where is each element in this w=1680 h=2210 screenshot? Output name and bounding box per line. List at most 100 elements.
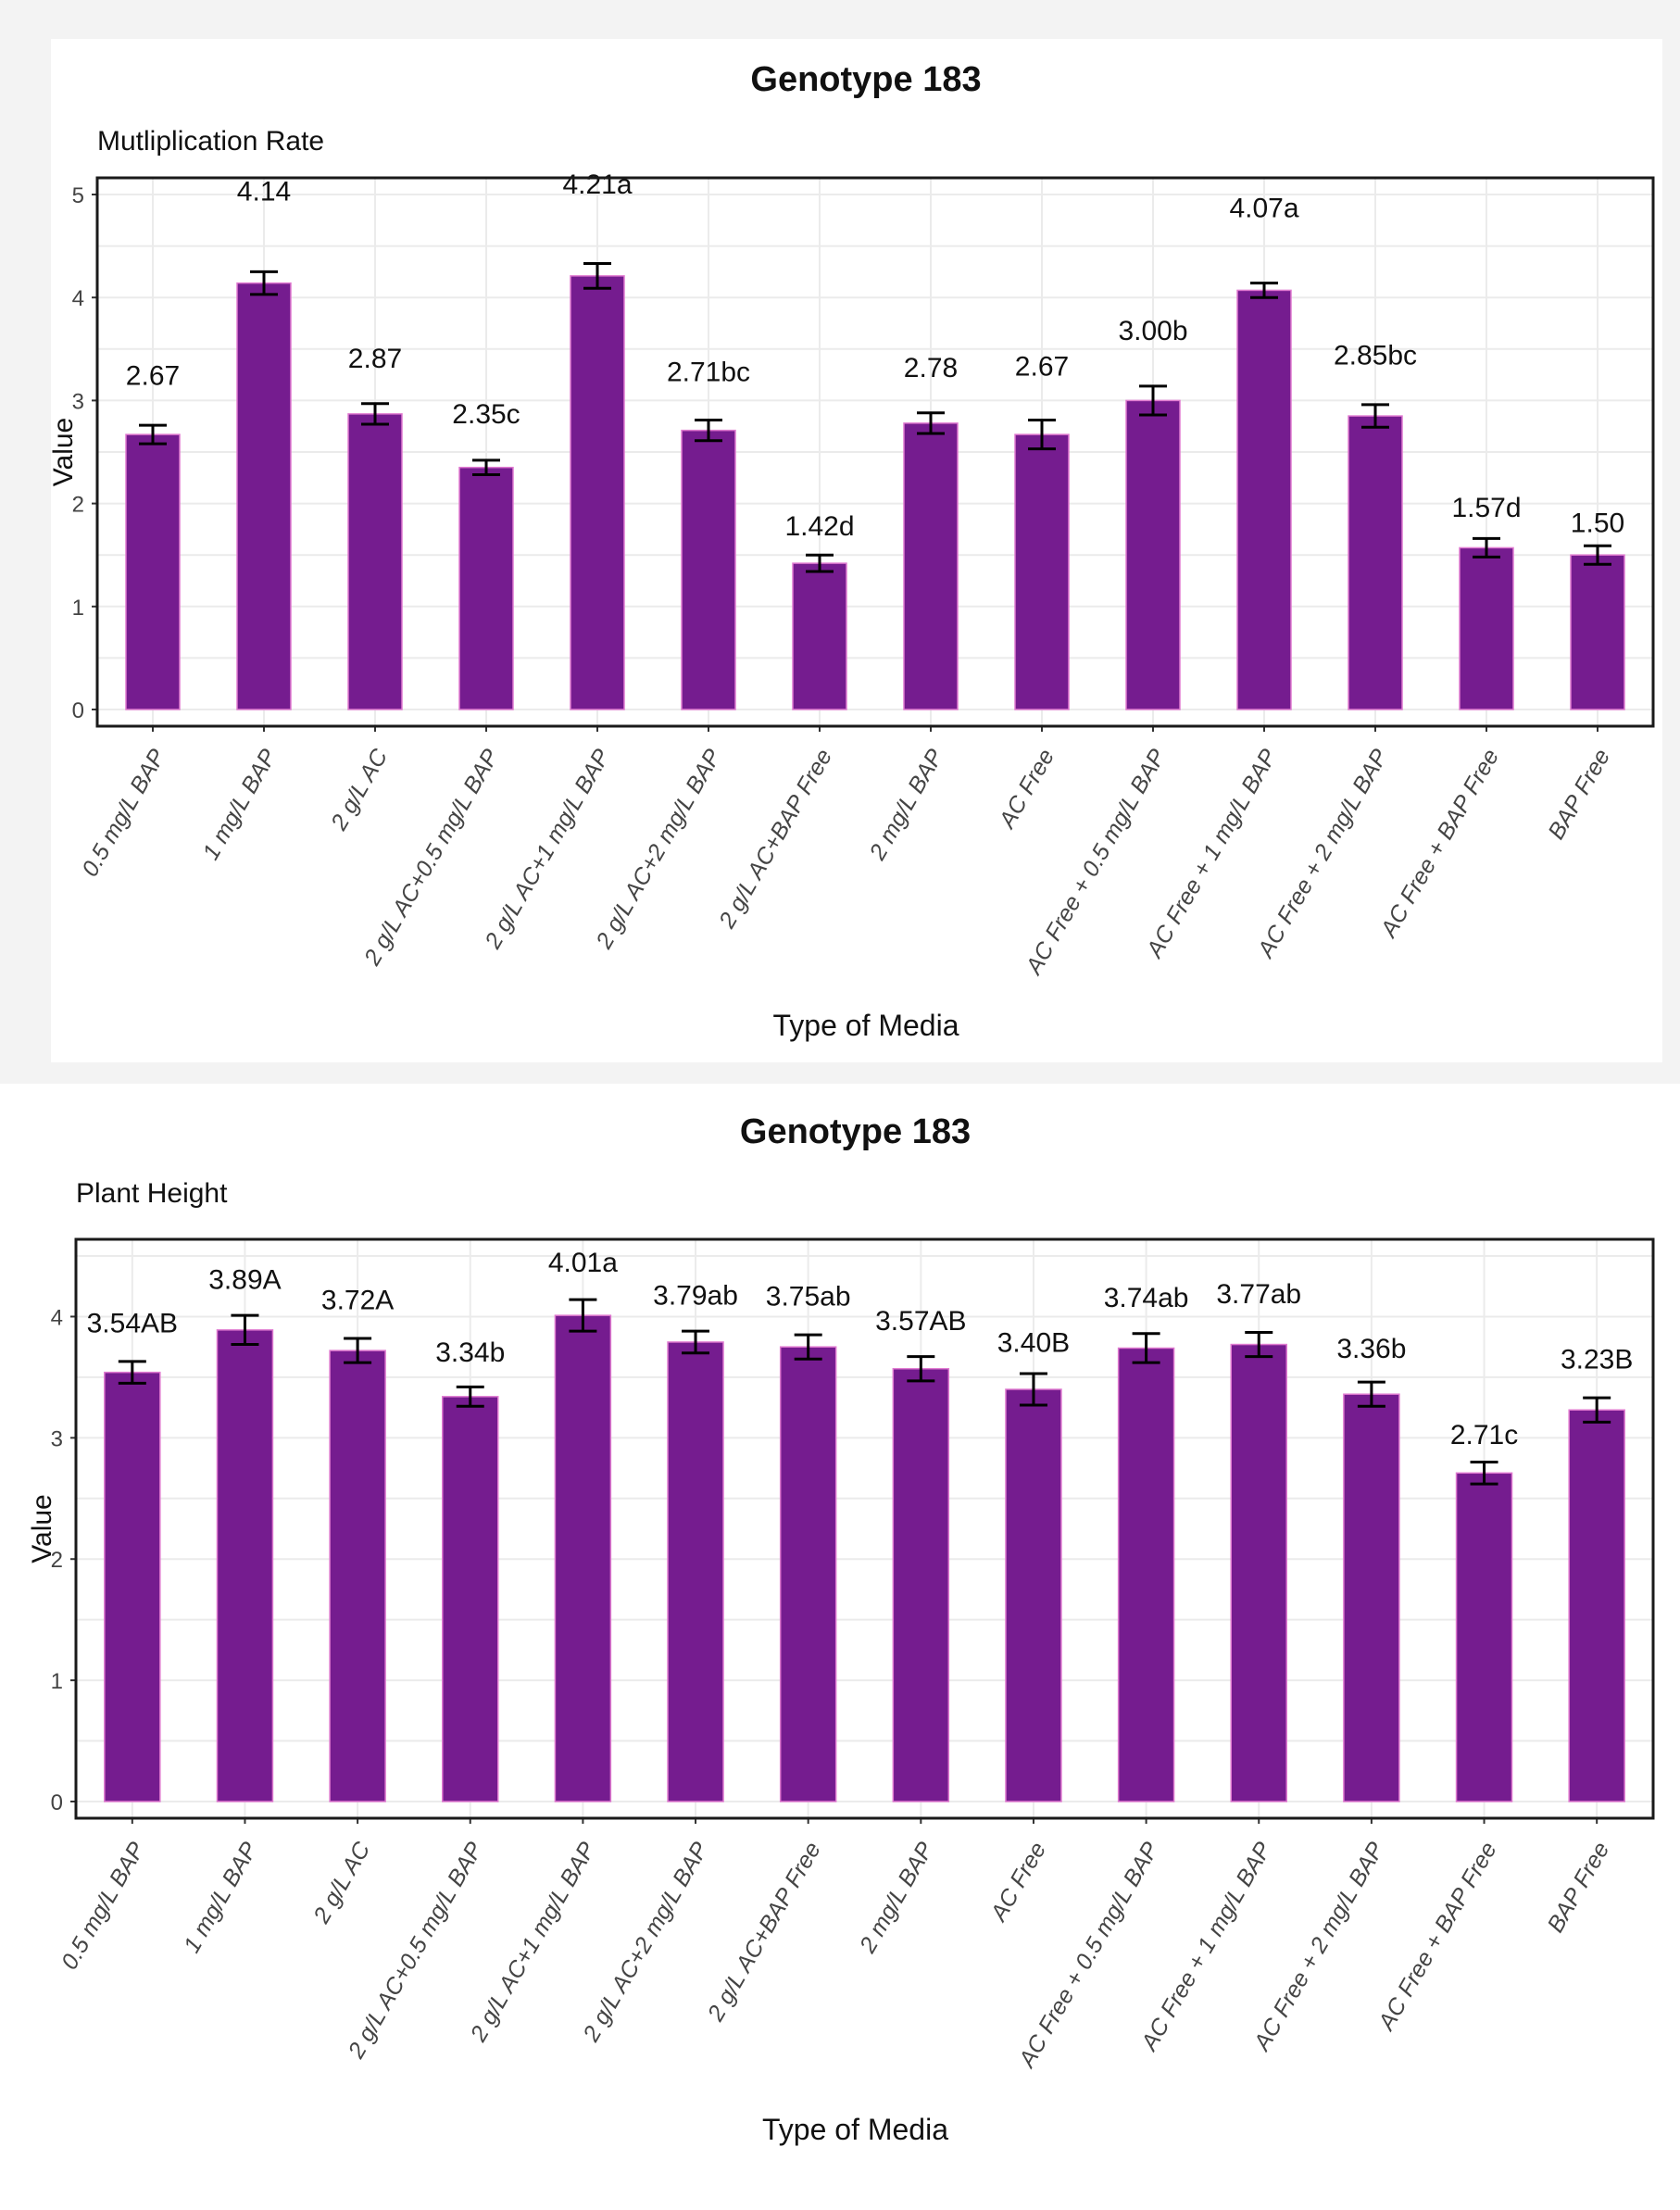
data-label: 2.67 <box>1015 352 1069 383</box>
bar <box>667 1341 724 1802</box>
y-tick-label: 1 <box>51 1669 63 1694</box>
error-bars <box>139 262 1611 573</box>
plot-frame <box>95 176 1655 728</box>
x-tick-label: AC Free + 1 mg/L BAP <box>1135 1838 1277 2056</box>
x-tick-label: AC Free + BAP Free <box>1374 745 1504 943</box>
bar <box>1236 289 1292 710</box>
y-axis-ticks: 0 1 2 3 4 5 <box>72 183 97 723</box>
x-tick-label: AC Free + 2 mg/L BAP <box>1252 745 1394 963</box>
data-label: 4.21a <box>562 170 632 200</box>
bar <box>903 422 959 710</box>
data-label: 4.07a <box>1229 193 1298 223</box>
bar <box>236 282 292 710</box>
y-tick-label: 4 <box>51 1305 63 1330</box>
x-tick-label: AC Free <box>984 1838 1051 1927</box>
data-label: 4.01a <box>548 1248 618 1278</box>
y-tick-label: 1 <box>72 596 84 621</box>
data-label: 1.57d <box>1451 493 1521 523</box>
y-tick-label: 0 <box>51 1790 63 1815</box>
x-tick-label: 2 g/L AC+1 mg/L BAP <box>480 745 616 954</box>
error-bars <box>118 1298 1611 1486</box>
bar <box>570 275 625 710</box>
y-tick-label: 2 <box>51 1548 63 1573</box>
plant-height-chart: 3.54AB 3.89A 3.72A 3.34b 4.01a 3.79ab 3.75ab 3.… <box>27 1112 1655 2146</box>
x-tick-label: 0.5 mg/L BAP <box>77 745 170 881</box>
bar <box>125 433 181 710</box>
x-tick-label: 2 g/L AC+BAP Free <box>702 1838 826 2027</box>
data-label: 2.78 <box>904 353 958 383</box>
bar <box>554 1314 612 1802</box>
data-labels: 3.54AB 3.89A 3.72A 3.34b 4.01a 3.79ab 3.75ab 3.… <box>87 1248 1634 1450</box>
x-tick-label: 2 g/L AC+2 mg/L BAP <box>591 745 727 954</box>
data-label: 3.54AB <box>87 1308 178 1338</box>
y-tick-label: 0 <box>72 698 84 723</box>
data-label: 2.71c <box>1450 1420 1518 1450</box>
x-tick-label: 2 mg/L BAP <box>864 745 948 865</box>
data-label: 1.42d <box>784 511 854 542</box>
data-label: 3.75ab <box>766 1282 851 1312</box>
chart-subtitle: Plant Height <box>76 1178 228 1209</box>
multiplication-rate-chart: 2.67 4.14 2.87 2.35c 4.21a 2.71bc 1.42d 2.78 2.6… <box>48 60 1655 1042</box>
data-label: 3.72A <box>321 1286 394 1316</box>
x-tick-label: 2 g/L AC <box>308 1837 376 1928</box>
data-label: 3.23B <box>1561 1345 1633 1375</box>
bar-series <box>104 1314 1625 1802</box>
y-tick-label: 2 <box>72 493 84 518</box>
y-tick-label: 3 <box>51 1426 63 1451</box>
bar <box>347 413 403 710</box>
x-tick-label: 2 g/L AC+0.5 mg/L BAP <box>343 1838 488 2064</box>
chart-title: Genotype 183 <box>750 60 981 99</box>
data-label: 2.67 <box>126 361 180 392</box>
bar <box>1014 433 1070 710</box>
bar <box>1343 1393 1400 1802</box>
x-axis-label: Type of Media <box>773 1009 959 1042</box>
data-label: 2.85bc <box>1334 340 1417 370</box>
x-tick-label: BAP Free <box>1542 1838 1614 1937</box>
y-tick-label: 4 <box>72 286 84 311</box>
x-tick-label: AC Free + 2 mg/L BAP <box>1248 1838 1390 2056</box>
bar <box>216 1329 274 1802</box>
x-axis-ticks: 0.5 mg/L BAP 1 mg/L BAP 2 g/L AC2 g/L AC+0… <box>56 1818 1614 2073</box>
data-label: 2.71bc <box>667 357 750 387</box>
grid-lines <box>97 178 1653 726</box>
x-axis-ticks: 0.5 mg/L BAP 1 mg/L BAP 2 g/L AC2 g/L AC+0… <box>77 726 1615 980</box>
y-tick-label: 3 <box>72 389 84 414</box>
data-label: 3.79ab <box>653 1280 738 1311</box>
y-tick-label: 5 <box>72 183 84 208</box>
data-label: 2.87 <box>348 344 402 374</box>
bar <box>892 1367 950 1802</box>
x-tick-label: 1 mg/L BAP <box>197 745 282 864</box>
bar <box>1568 1409 1625 1802</box>
bar <box>329 1350 386 1802</box>
x-tick-label: AC Free + 1 mg/L BAP <box>1141 745 1283 963</box>
x-axis-label: Type of Media <box>762 2113 948 2146</box>
y-axis-ticks: 0 1 2 3 4 <box>51 1305 76 1815</box>
data-label: 3.74ab <box>1104 1283 1189 1313</box>
data-label: 3.34b <box>435 1337 505 1368</box>
bar <box>792 562 847 710</box>
data-label: 3.77ab <box>1216 1279 1301 1310</box>
chart-title: Genotype 183 <box>740 1112 971 1151</box>
data-label: 1.50 <box>1571 509 1624 539</box>
bar <box>779 1346 837 1802</box>
x-tick-label: 1 mg/L BAP <box>179 1838 263 1957</box>
data-label: 4.14 <box>237 177 291 207</box>
bar <box>681 429 736 710</box>
bar-series <box>125 275 1625 710</box>
chart-subtitle: Mutliplication Rate <box>97 126 324 157</box>
bottom-panel-background <box>0 1084 1680 2210</box>
x-tick-label: 2 g/L AC+1 mg/L BAP <box>465 1838 601 2047</box>
bar <box>1125 399 1181 710</box>
data-label: 3.36b <box>1336 1334 1406 1364</box>
bar <box>1005 1388 1062 1802</box>
data-label: 3.89A <box>208 1264 281 1295</box>
bar <box>1570 554 1625 710</box>
x-tick-label: 2 g/L AC+2 mg/L BAP <box>578 1838 714 2047</box>
y-axis-label: Value <box>27 1494 57 1563</box>
x-tick-label: BAP Free <box>1543 745 1615 844</box>
bar <box>442 1396 499 1802</box>
x-tick-label: 2 mg/L BAP <box>854 1838 938 1958</box>
grid-lines <box>76 1239 1653 1818</box>
data-labels: 2.67 4.14 2.87 2.35c 4.21a 2.71bc 1.42d 2.78 2.6… <box>126 170 1624 542</box>
x-tick-label: 2 g/L AC+BAP Free <box>713 745 837 934</box>
